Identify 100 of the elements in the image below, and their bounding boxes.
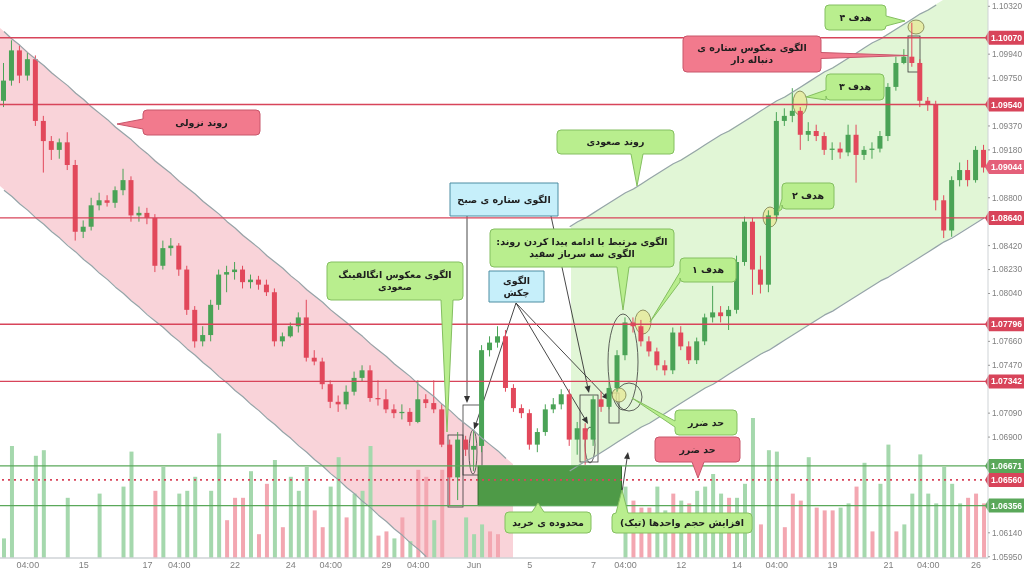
y-tick-label: 1.09370 <box>992 120 1023 131</box>
ref-line-label: 1.06671 <box>990 460 1023 471</box>
candlestick <box>606 381 612 410</box>
x-tick-label: 04:00 <box>319 560 342 571</box>
annotation: الگوی ستاره ی صبح <box>457 193 551 206</box>
candlestick <box>757 255 763 294</box>
ref-line-label: 1.08640 <box>990 212 1023 223</box>
x-tick-label: Jun <box>466 560 482 571</box>
candlestick <box>965 159 971 187</box>
x-tick-label: 15 <box>78 560 89 571</box>
bar <box>392 538 397 558</box>
ref-line-label: 1.06356 <box>990 500 1023 511</box>
ref-line-label: 1.09540 <box>990 99 1023 110</box>
candlestick <box>877 130 883 153</box>
candlestick <box>64 131 70 171</box>
bar <box>312 510 317 558</box>
x-tick-label: 22 <box>230 560 241 571</box>
x-tick-label: 14 <box>732 560 743 571</box>
bar <box>870 531 875 558</box>
candlestick <box>351 371 357 397</box>
bar <box>472 534 477 558</box>
bar <box>982 503 987 558</box>
bar <box>950 483 955 558</box>
bar <box>854 486 859 558</box>
candlestick <box>295 311 301 334</box>
candlestick <box>574 421 580 456</box>
bar <box>185 490 190 558</box>
candlestick <box>534 427 540 453</box>
candlestick <box>487 335 493 357</box>
candlestick <box>1 62 6 108</box>
y-tick-label: 1.09750 <box>992 73 1023 84</box>
candlestick <box>120 168 126 196</box>
y-tick-label: 1.07470 <box>992 360 1023 371</box>
bar <box>918 454 923 558</box>
y-tick-label: 1.08420 <box>992 240 1023 251</box>
y-tick-label: 1.08040 <box>992 288 1023 299</box>
annotation: حد ضرر <box>687 416 725 429</box>
bar <box>400 517 405 558</box>
candlestick <box>598 391 604 413</box>
candlestick <box>646 335 652 357</box>
y-tick-label: 1.08800 <box>992 192 1023 203</box>
candlestick <box>797 106 803 151</box>
bar <box>758 524 763 558</box>
bar <box>416 469 421 558</box>
ref-line-label: 1.10070 <box>990 32 1023 43</box>
candlestick <box>200 325 206 347</box>
candlestick <box>176 242 182 277</box>
bar <box>65 497 70 558</box>
bar <box>288 476 293 558</box>
annotation: الگوی چکش <box>502 274 531 299</box>
y-tick-label: 1.06900 <box>992 432 1023 443</box>
x-tick-label: 26 <box>971 560 982 571</box>
x-tick-label: 04:00 <box>765 560 789 571</box>
bar <box>440 469 445 558</box>
candlestick <box>805 121 811 142</box>
candlestick <box>510 383 516 413</box>
bar <box>814 507 819 558</box>
candlestick <box>359 364 365 383</box>
bar <box>304 467 309 558</box>
bar <box>910 493 915 558</box>
candlestick <box>415 379 421 424</box>
candlestick <box>654 347 660 371</box>
bar <box>177 493 182 558</box>
y-tick-label: 1.09180 <box>992 144 1023 155</box>
y-tick-label: 1.09940 <box>992 49 1023 60</box>
bar <box>830 510 835 558</box>
bar <box>280 527 285 558</box>
bar <box>432 520 437 558</box>
candlestick <box>24 52 30 82</box>
line-series <box>569 4 937 228</box>
candlestick <box>558 388 564 410</box>
bar <box>233 497 238 558</box>
candlestick <box>40 115 46 174</box>
band-label: محدوده ی خرید <box>512 516 584 529</box>
candlestick <box>48 135 54 161</box>
candlestick <box>463 435 469 457</box>
bar <box>424 476 429 558</box>
x-tick-label: 21 <box>883 560 894 571</box>
bar <box>806 457 811 558</box>
bar <box>480 524 485 558</box>
annotation: هدف ۳ <box>838 81 872 93</box>
candlestick <box>853 124 859 184</box>
candlestick <box>893 56 899 92</box>
bar <box>296 490 301 558</box>
line-series <box>3 189 427 558</box>
bar <box>193 476 198 558</box>
bar <box>121 486 126 558</box>
bar <box>368 446 373 558</box>
bar <box>272 460 277 558</box>
bar <box>798 500 803 558</box>
bar <box>2 538 6 558</box>
candlestick <box>383 388 389 414</box>
bar <box>958 503 963 558</box>
candlestick <box>104 194 110 208</box>
annotation: روند نزولی <box>175 116 228 129</box>
bar <box>902 524 907 558</box>
candlestick <box>56 138 62 160</box>
candlestick <box>726 305 732 331</box>
ref-line-label: 1.07342 <box>990 376 1023 387</box>
bar <box>33 455 38 558</box>
